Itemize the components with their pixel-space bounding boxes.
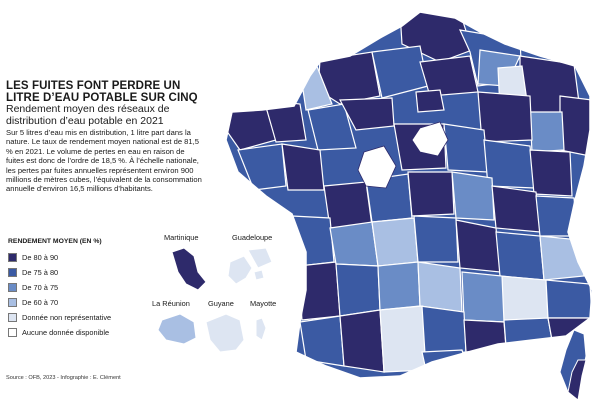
legend-swatch: [8, 297, 17, 307]
source-credit: Source : OFB, 2023 - Infographie : E. Cl…: [6, 375, 121, 381]
legend-label: De 80 à 90: [22, 252, 59, 262]
legend-item-70-75: De 70 à 75: [8, 281, 178, 293]
legend-swatch: [8, 252, 17, 262]
legend-swatch: [8, 327, 17, 337]
reunion-map: [157, 313, 197, 345]
guadeloupe-map: [227, 247, 273, 285]
martinique-label: Martinique: [164, 233, 199, 242]
guyane-label: Guyane: [208, 299, 234, 308]
legend-swatch: [8, 267, 17, 277]
mayotte-map: [255, 317, 267, 341]
legend-item-60-70: De 60 à 70: [8, 296, 178, 308]
guyane-map: [205, 313, 245, 353]
mayotte-label: Mayotte: [250, 299, 276, 308]
guadeloupe-label: Guadeloupe: [232, 233, 272, 242]
legend-label: De 75 à 80: [22, 267, 59, 277]
france-departments: [226, 12, 592, 378]
body-text: Sur 5 litres d’eau mis en distribution, …: [6, 128, 202, 194]
corsica: [559, 329, 587, 401]
legend-label: Donnée non représentative: [22, 312, 112, 322]
reunion-label: La Réunion: [152, 299, 190, 308]
legend-title: RENDEMENT MOYEN (EN %): [8, 238, 102, 245]
legend-item-75-80: De 75 à 80: [8, 266, 178, 278]
legend-label: De 70 à 75: [22, 282, 59, 292]
page-title: LES FUITES FONT PERDRE UN LITRE D’EAU PO…: [6, 80, 198, 104]
legend-item-no-data: Aucune donnée disponible: [8, 326, 178, 338]
legend-item-80-90: De 80 à 90: [8, 251, 178, 263]
legend-swatch: [8, 312, 17, 322]
legend-swatch: [8, 282, 17, 292]
legend: RENDEMENT MOYEN (EN %) De 80 à 90 De 75 …: [8, 238, 178, 341]
martinique-map: [171, 247, 207, 291]
overseas-territories: Martinique Guadeloupe La Réunion Guyane …: [152, 233, 276, 353]
legend-label: Aucune donnée disponible: [22, 327, 110, 337]
legend-item-non-representative: Donnée non représentative: [8, 311, 178, 323]
subtitle: Rendement moyen des réseaux de distribut…: [6, 103, 170, 127]
legend-label: De 60 à 70: [22, 297, 59, 307]
